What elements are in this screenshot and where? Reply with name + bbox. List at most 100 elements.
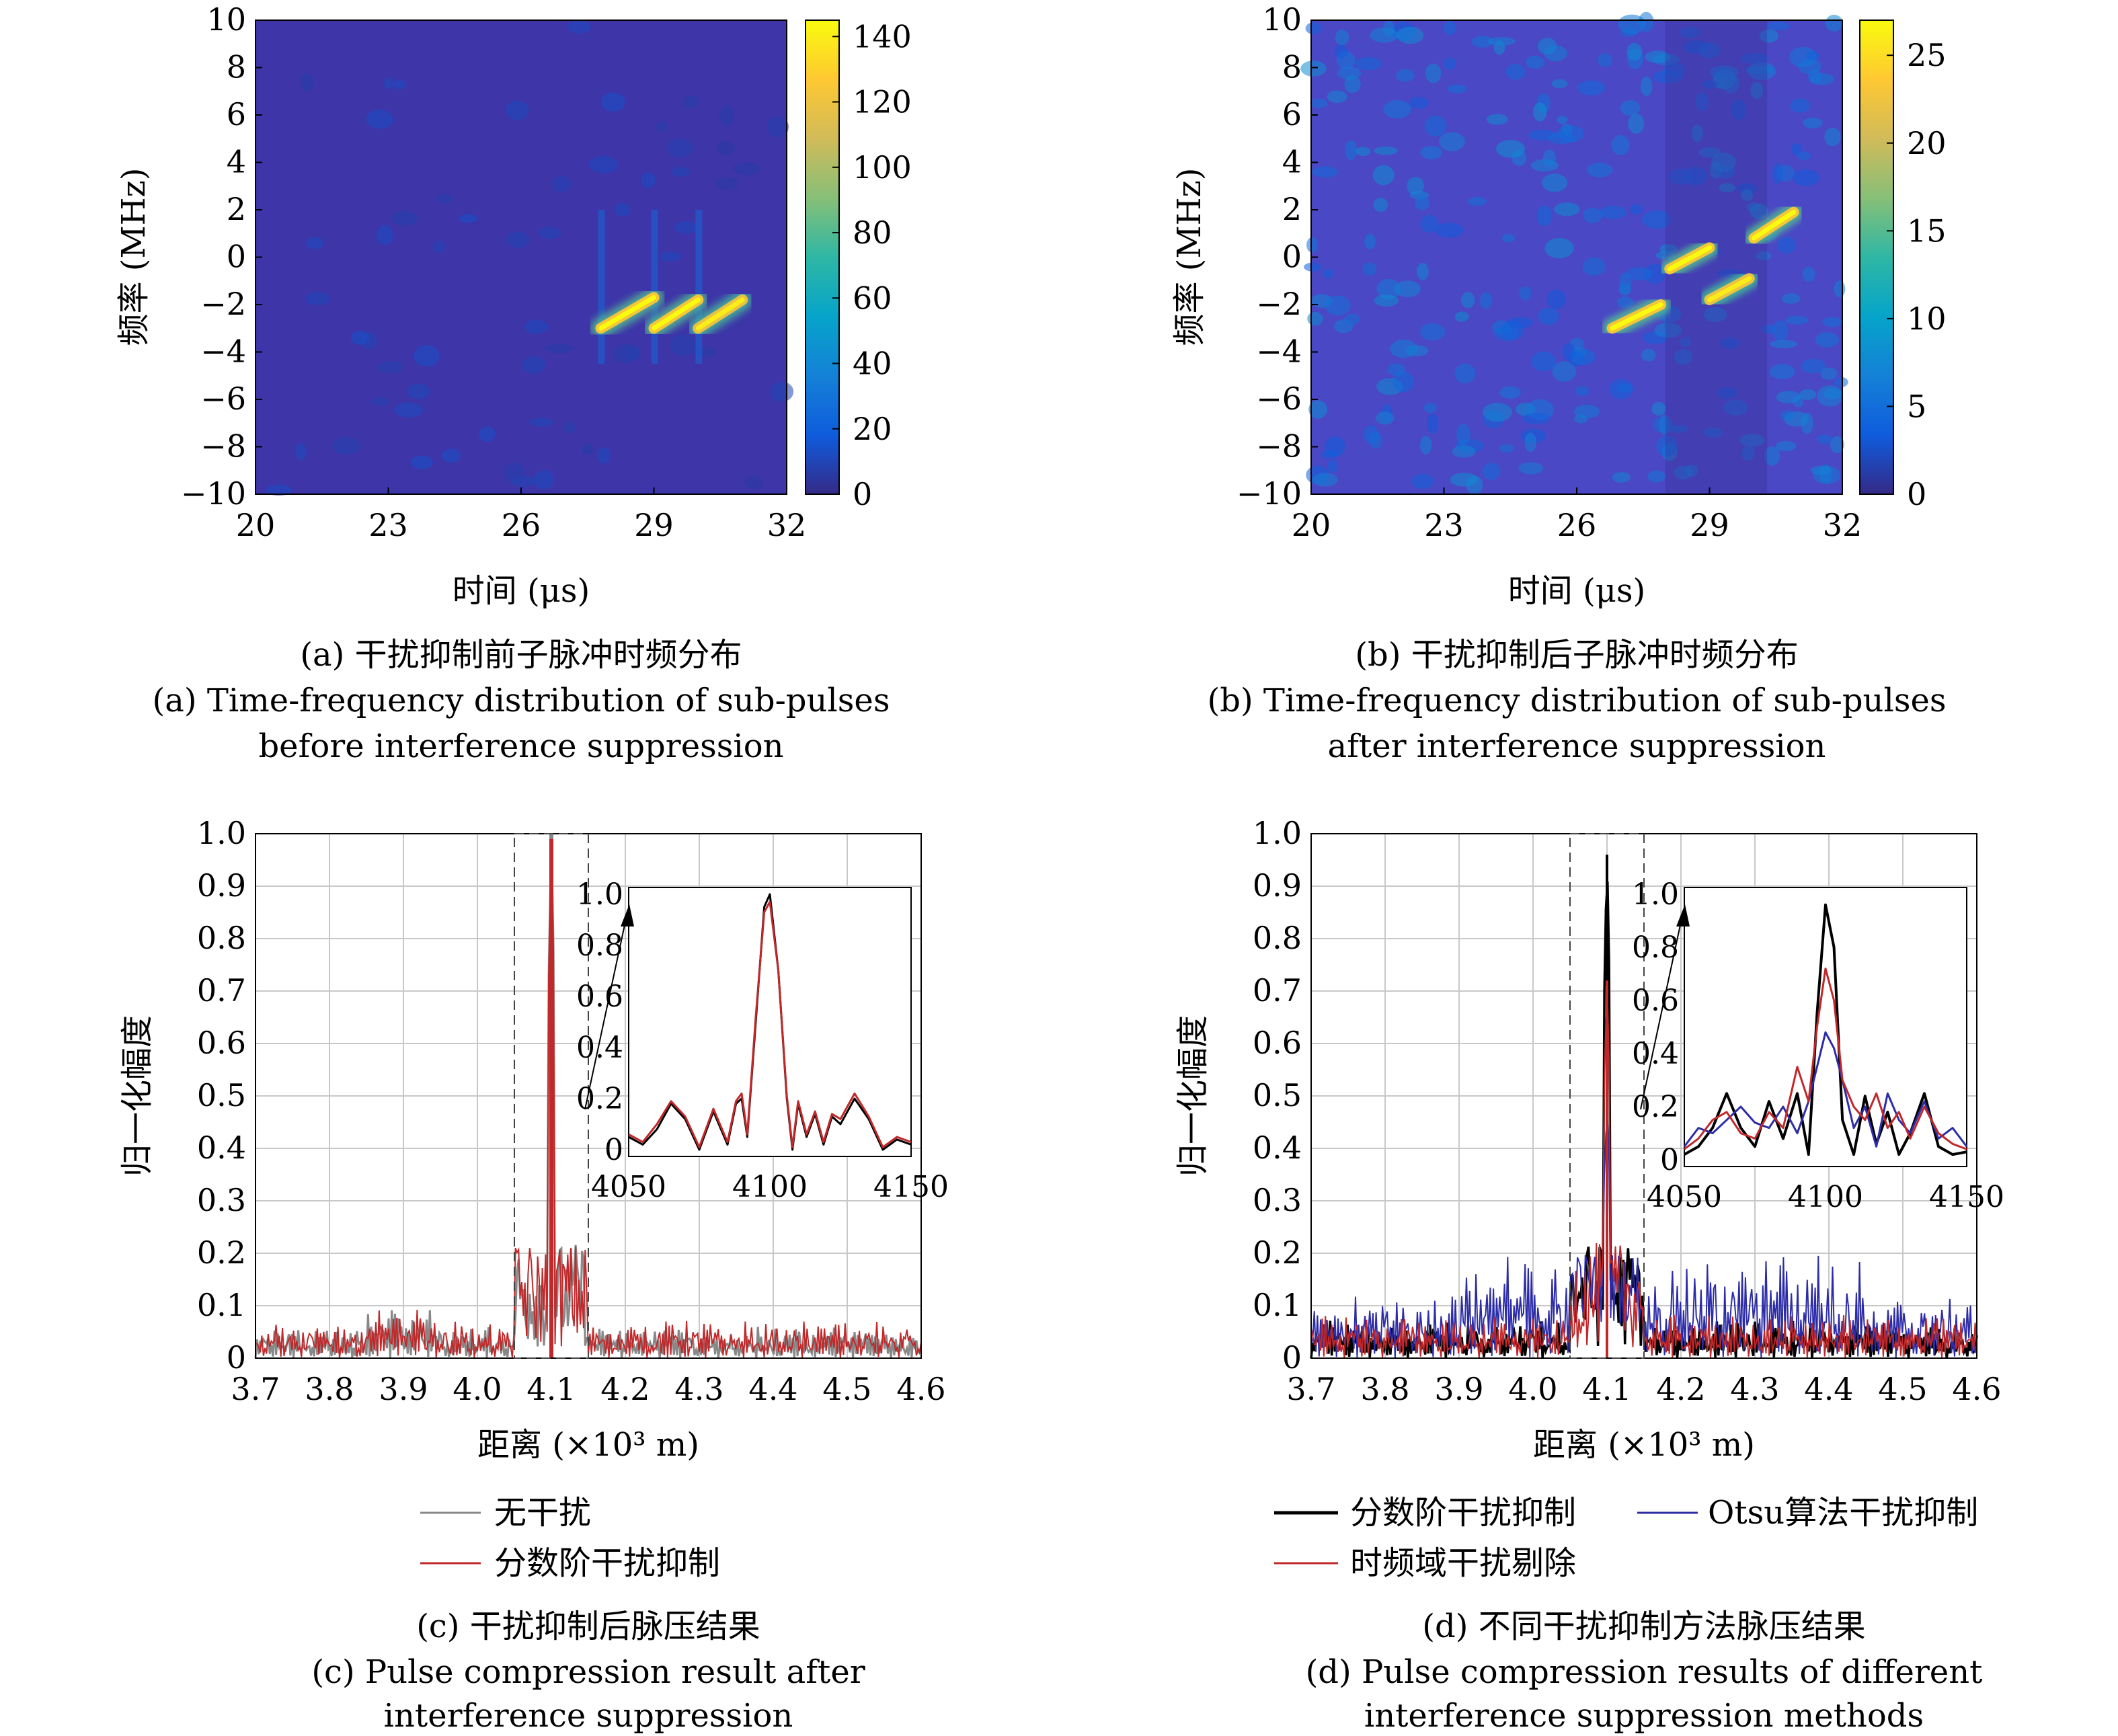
heatmap-b-noise-blob: [1425, 63, 1442, 83]
line-d-ytick-label: 0.4: [1253, 1130, 1302, 1166]
inset-c-ytick-label: 0.6: [576, 980, 623, 1014]
heatmap-b-noise-blob: [1531, 351, 1556, 372]
inset-d-xtick-label: 4050: [1647, 1180, 1722, 1214]
heatmap-a-noise-blob: [410, 455, 433, 469]
line-d-xtick-label: 4.5: [1878, 1371, 1927, 1407]
heatmap-b-noise-blob: [1499, 386, 1521, 399]
inset-d-ytick-label: 0.2: [1632, 1090, 1679, 1124]
colorbar-a-tick-label: 40: [853, 346, 892, 382]
heatmap-b-noise-blob: [1447, 84, 1467, 93]
heatmap-b-noise-blob: [1647, 470, 1665, 483]
heatmap-b-noise-blob: [1674, 349, 1693, 365]
heatmap-b-noise-blob: [1626, 267, 1653, 281]
heatmap-b-noise-blob: [1612, 472, 1631, 483]
inset-c-x-ticks: 4050 4100 4150: [591, 1170, 949, 1204]
heatmap-b-y-ticks: 10 8 6 4 2 0 −2 −4 −6 −8 −10: [1237, 1, 1318, 512]
heatmap-a-noise-blob: [295, 443, 307, 461]
heatmap-b-noise-blob: [1736, 183, 1758, 195]
heatmap-a-noise-blob: [656, 121, 668, 133]
heatmap-a-ytick-label: 2: [227, 191, 246, 227]
heatmap-b-noise-blob: [1443, 21, 1456, 36]
line-c-ytick-label: 0.5: [197, 1077, 246, 1113]
heatmap-b-noise-blob: [1434, 223, 1464, 238]
heatmap-b-noise-blob: [1685, 464, 1698, 477]
inset-d-area: [1684, 887, 1967, 1167]
line-c-ytick-label: 0.1: [197, 1287, 246, 1323]
heatmap-a-noise-blob: [529, 418, 554, 427]
line-c-ytick-label: 1.0: [197, 815, 246, 851]
heatmap-a-noise-blob: [266, 484, 292, 496]
heatmap-b-noise-blob: [1387, 363, 1405, 376]
heatmap-b-noise-blob: [1409, 97, 1429, 110]
heatmap-b-noise-blob: [1383, 100, 1411, 119]
heatmap-b-noise-blob: [1363, 425, 1379, 444]
line-d-xtick-label: 4.6: [1952, 1371, 2001, 1407]
heatmap-b-xlabel: 时间 (μs): [1508, 572, 1646, 610]
heatmap-b-noise-blob: [1454, 311, 1469, 322]
heatmap-b-noise-blob: [1717, 387, 1737, 399]
heatmap-b-noise-blob: [1554, 202, 1580, 216]
heatmap-b-noise-blob: [1583, 207, 1602, 223]
heatmap-b-noise-blob: [1574, 404, 1600, 419]
heatmap-b-noise-blob: [1415, 196, 1429, 210]
colorbar-a-ticks: 140 120 100 80 60 40 20 0: [832, 18, 912, 512]
heatmap-a-noise-blob: [522, 356, 546, 374]
heatmap-b-noise-blob: [1397, 26, 1424, 44]
inset-c-y-ticks: 1.0 0.8 0.6 0.4 0.2 0: [576, 877, 623, 1167]
caption-b-en-line2: after interference suppression: [1328, 727, 1826, 765]
heatmap-a-x-ticks: 20 23 26 29 32: [236, 487, 807, 543]
inset-d-pointer-arrow: [1640, 915, 1683, 1110]
heatmap-b-noise-blob: [1306, 237, 1319, 253]
heatmap-b-noise-blob: [1335, 44, 1348, 58]
heatmap-b-chirp-segment-1: [1602, 294, 1672, 339]
colorbar-b-tick-label: 10: [1907, 301, 1947, 337]
heatmap-b-noise-blob: [1691, 124, 1703, 143]
heatmap-a-noise-blob: [600, 92, 625, 112]
caption-c-en-line1: (c) Pulse compression result after: [311, 1653, 865, 1691]
heatmap-b-xtick-label: 32: [1823, 507, 1862, 543]
line-c-xtick-label: 3.8: [305, 1371, 354, 1407]
heatmap-b-noise-blob: [1731, 100, 1746, 120]
inset-d-series: [1683, 903, 1968, 1156]
colorbar-a: [805, 19, 840, 495]
line-c-xtick-label: 3.9: [379, 1371, 428, 1407]
heatmap-b-noise-blob: [1776, 391, 1801, 403]
inset-c-xtick-label: 4150: [873, 1170, 949, 1204]
heatmap-b-noise-blob: [1570, 348, 1596, 366]
line-c-ytick-label: 0.7: [197, 972, 246, 1009]
heatmap-b-noise-blob: [1756, 251, 1772, 261]
heatmap-b-noise-blob: [1327, 90, 1347, 103]
inset-d-series-2: [1683, 1031, 1968, 1148]
caption-c-cn: (c) 干扰抑制后脉压结果: [416, 1608, 760, 1645]
heatmap-a-xtick-label: 32: [767, 507, 807, 543]
heatmap-b-noise-blob: [1362, 262, 1377, 276]
heatmap-b-noise-blob: [1479, 292, 1493, 309]
heatmap-a-noise-blob: [394, 402, 423, 418]
heatmap-b-ytick-label: −6: [1256, 381, 1302, 417]
colorbar-a-tick-label: 140: [853, 18, 912, 54]
heatmap-b-noise-blob: [1703, 428, 1723, 438]
heatmap-a-streak: [598, 210, 605, 364]
heatmap-b-noise-blob: [1822, 317, 1842, 327]
heatmap-b-noise-blob: [1374, 294, 1399, 307]
heatmap-a-noise-blob: [666, 139, 694, 157]
line-c-ylabel: 归一化幅度: [118, 1015, 156, 1177]
heatmap-b-noise-blob: [1659, 244, 1678, 254]
heatmap-b-ytick-label: 6: [1282, 96, 1302, 132]
colorbar-a-tick-label: 20: [853, 411, 892, 447]
heatmap-b-noise-blob: [1483, 403, 1512, 422]
heatmap-b-noise-blob: [1599, 206, 1626, 219]
heatmap-a-noise-blob: [674, 221, 697, 234]
heatmap-b-noise-blob: [1557, 116, 1568, 124]
heatmap-b-noise-blob: [1620, 100, 1641, 116]
line-c-ytick-label: 0.4: [197, 1130, 246, 1166]
heatmap-b-chirp-segment-2: [1659, 237, 1720, 280]
heatmap-b-noise-blob: [1454, 363, 1476, 384]
heatmap-b-noise-blob: [1304, 262, 1322, 272]
heatmap-b-noise-blob: [1562, 343, 1575, 361]
colorbar-a-tick-label: 120: [853, 84, 912, 120]
heatmap-b-noise-blob: [1327, 459, 1339, 473]
heatmap-b-noise-blob: [1711, 153, 1737, 172]
heatmap-b-noise-blob: [1695, 92, 1709, 112]
heatmap-b-noise-blob: [1815, 332, 1839, 348]
